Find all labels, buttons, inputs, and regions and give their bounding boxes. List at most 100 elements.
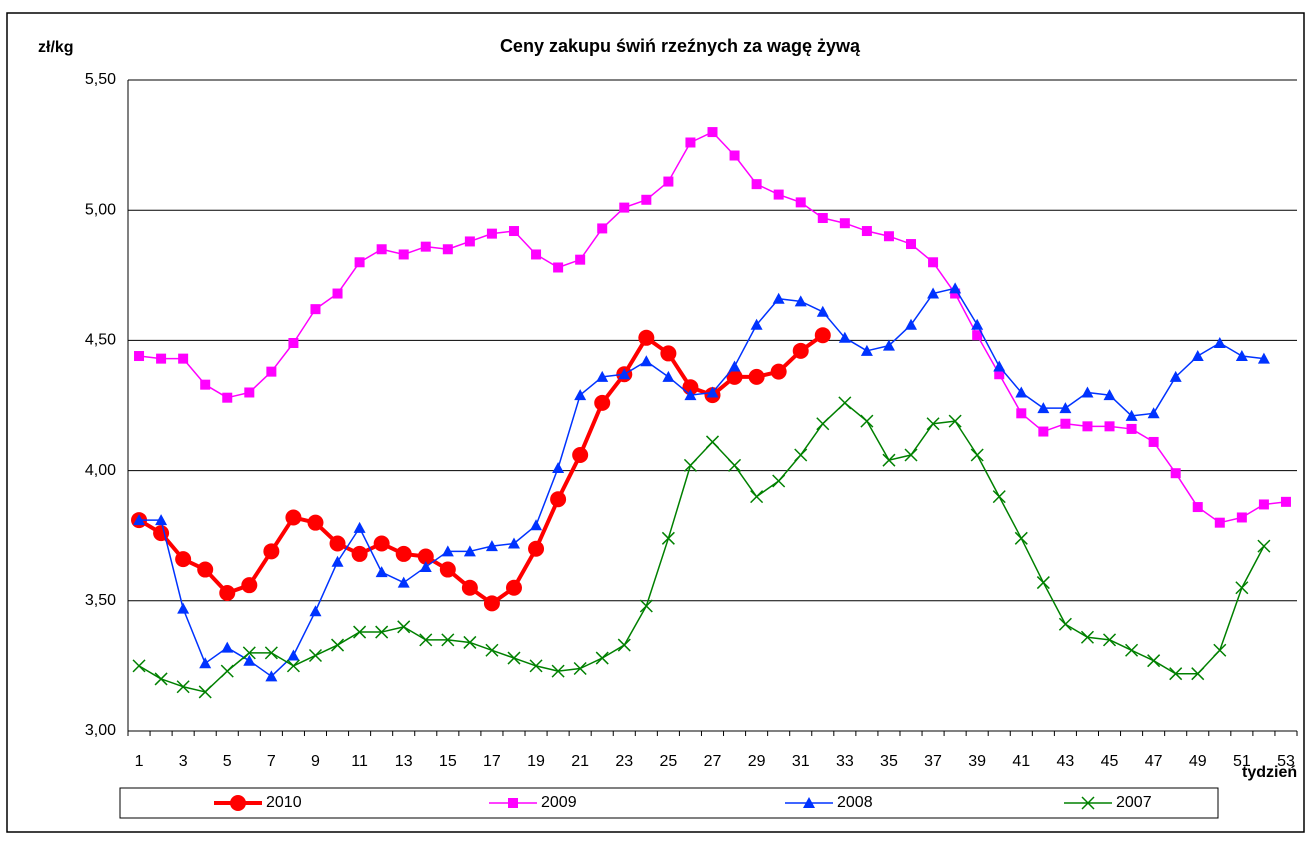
marker	[860, 344, 873, 356]
x-tick-label: 21	[571, 753, 589, 770]
marker	[483, 595, 500, 612]
marker	[508, 226, 519, 237]
marker	[463, 635, 477, 649]
marker	[573, 661, 587, 676]
marker	[1125, 409, 1138, 421]
marker	[750, 490, 764, 504]
marker	[308, 648, 323, 663]
x-axis-label: tydzień	[1242, 764, 1297, 781]
x-tick-label: 47	[1145, 753, 1163, 770]
marker	[1102, 633, 1117, 647]
x-tick-label: 33	[836, 753, 854, 770]
marker	[331, 638, 345, 652]
marker	[485, 540, 498, 552]
marker	[442, 244, 453, 255]
x-tick-label: 49	[1189, 753, 1207, 770]
marker	[199, 657, 212, 669]
marker	[265, 670, 278, 682]
x-tick-label: 1	[135, 753, 144, 770]
marker	[706, 386, 719, 398]
marker	[927, 287, 940, 299]
x-tick-label: 37	[924, 753, 942, 770]
marker	[286, 659, 300, 673]
x-tick-label: 35	[880, 753, 898, 770]
marker	[972, 330, 983, 341]
marker	[619, 202, 630, 213]
marker	[860, 414, 874, 428]
marker	[685, 137, 696, 148]
y-tick-label: 3,00	[85, 722, 116, 739]
marker	[244, 387, 255, 398]
marker	[1103, 389, 1116, 401]
marker	[464, 236, 475, 247]
marker	[1147, 407, 1160, 419]
marker	[309, 605, 322, 617]
legend-marker	[508, 798, 518, 808]
x-tick-label: 17	[483, 753, 501, 770]
marker	[419, 560, 432, 572]
marker	[397, 620, 411, 634]
marker	[794, 448, 808, 462]
x-tick-label: 27	[704, 753, 722, 770]
marker	[463, 545, 476, 557]
marker	[243, 654, 256, 666]
marker	[729, 150, 740, 161]
marker	[332, 288, 343, 299]
x-tick-label: 7	[267, 753, 276, 770]
marker	[926, 417, 940, 431]
marker	[531, 249, 542, 260]
legend-marker	[230, 795, 246, 811]
marker	[1257, 352, 1270, 364]
marker	[816, 305, 829, 317]
marker	[242, 646, 256, 660]
marker	[441, 633, 455, 647]
series-line	[138, 402, 1265, 693]
marker	[617, 638, 631, 652]
marker	[1014, 531, 1028, 545]
marker	[838, 396, 852, 410]
marker	[1236, 512, 1247, 523]
x-tick-label: 3	[179, 753, 188, 770]
marker	[530, 519, 543, 531]
marker	[728, 458, 742, 472]
marker	[861, 226, 872, 237]
marker	[1235, 581, 1249, 595]
x-tick-label: 41	[1012, 753, 1030, 770]
marker	[550, 491, 567, 508]
marker	[132, 659, 146, 673]
marker	[970, 448, 984, 462]
marker	[882, 339, 895, 351]
marker	[219, 584, 236, 601]
x-tick-label: 5	[223, 753, 232, 770]
x-tick-label: 29	[748, 753, 766, 770]
marker	[1058, 617, 1072, 631]
marker	[419, 633, 433, 647]
marker	[839, 218, 850, 229]
marker	[751, 179, 762, 190]
x-tick-label: 9	[311, 753, 320, 770]
marker	[1192, 502, 1203, 513]
marker	[1080, 630, 1094, 644]
marker	[1036, 576, 1050, 590]
x-tick-label: 53	[1277, 753, 1295, 770]
marker	[1191, 350, 1204, 362]
marker	[707, 127, 718, 138]
marker	[838, 331, 851, 343]
marker	[486, 228, 497, 239]
y-tick-label: 4,00	[85, 462, 116, 479]
x-tick-label: 45	[1101, 753, 1119, 770]
marker	[153, 525, 170, 542]
legend-label: 2007	[1116, 794, 1152, 811]
marker	[971, 318, 984, 330]
marker	[200, 379, 211, 390]
marker	[660, 345, 677, 362]
marker	[883, 231, 894, 242]
marker	[1169, 667, 1183, 681]
marker	[288, 338, 299, 349]
legend-marker	[803, 797, 815, 808]
marker	[241, 577, 258, 594]
marker	[1082, 421, 1093, 432]
marker	[375, 566, 388, 578]
marker	[728, 360, 741, 372]
marker	[264, 646, 278, 660]
